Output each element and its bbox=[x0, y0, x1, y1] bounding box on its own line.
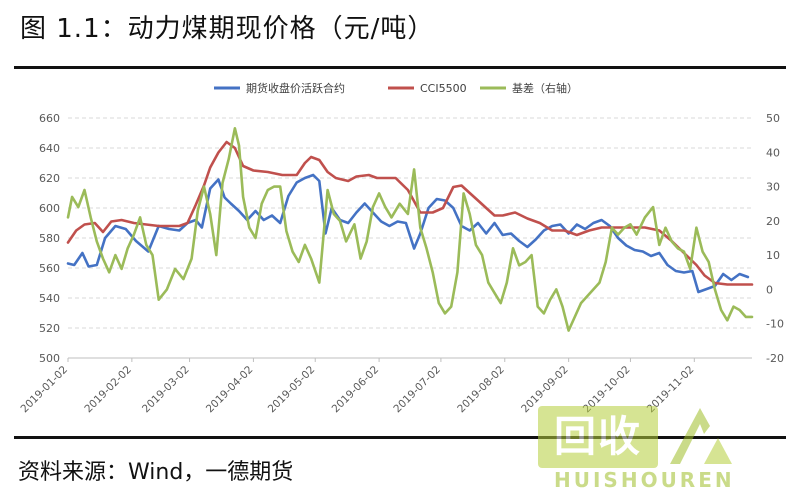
y-tick-label-left: 640 bbox=[39, 142, 60, 155]
price-chart: 期货收盘价活跃合约 CCI5500 基差（右轴） 50052054056058060… bbox=[18, 81, 784, 416]
series-line-3 bbox=[66, 127, 754, 332]
source-note: 资料来源：Wind，一德期货 bbox=[18, 460, 294, 485]
x-tick-label: 2019-10-02 bbox=[581, 364, 633, 416]
x-tick-label: 2019-04-02 bbox=[204, 364, 256, 416]
x-tick-label: 2019-05-02 bbox=[266, 364, 318, 416]
legend: 期货收盘价活跃合约 CCI5500 基差（右轴） bbox=[214, 81, 578, 95]
figure-title: 图 1.1：动力煤期现价格（元/吨） bbox=[20, 14, 435, 44]
watermark-en-text: HUISHOUREN bbox=[554, 468, 735, 492]
bottom-rule bbox=[14, 436, 786, 439]
y-tick-label-left: 580 bbox=[39, 232, 60, 245]
legend-label: CCI5500 bbox=[420, 82, 467, 95]
x-tick-label: 2019-09-02 bbox=[519, 364, 571, 416]
legend-label: 基差（右轴） bbox=[512, 81, 578, 95]
top-rule bbox=[14, 66, 786, 69]
y-tick-label-right: 0 bbox=[766, 283, 773, 296]
y-tick-label-left: 500 bbox=[39, 352, 60, 365]
x-tick-label: 2019-08-02 bbox=[455, 364, 507, 416]
x-tick-label: 2019-07-02 bbox=[391, 364, 443, 416]
y-tick-label-left: 660 bbox=[39, 112, 60, 125]
x-tick-label: 2019-11-02 bbox=[645, 364, 697, 416]
x-axis: 2019-01-02 2019-02-02 2019-03-02 2019-04-02… bbox=[18, 357, 752, 416]
series-line-1 bbox=[66, 173, 750, 294]
x-tick-label: 2019-03-02 bbox=[140, 364, 192, 416]
y-tick-label-right: 30 bbox=[766, 181, 780, 194]
x-tick-label: 2019-01-02 bbox=[18, 364, 70, 416]
left-y-axis: 500 520 540 560 580 600 620 640 660 bbox=[39, 112, 60, 365]
y-tick-label-right: -20 bbox=[766, 352, 784, 365]
y-tick-label-left: 520 bbox=[39, 322, 60, 335]
y-tick-label-right: -10 bbox=[766, 318, 784, 331]
y-tick-label-left: 540 bbox=[39, 292, 60, 305]
right-y-axis: -20 -10 0 10 20 30 40 50 bbox=[766, 112, 784, 365]
y-tick-label-left: 620 bbox=[39, 172, 60, 185]
y-tick-label-left: 600 bbox=[39, 202, 60, 215]
x-tick-label: 2019-02-02 bbox=[82, 364, 134, 416]
y-tick-label-right: 40 bbox=[766, 146, 780, 159]
y-tick-label-left: 560 bbox=[39, 262, 60, 275]
series-lines bbox=[66, 127, 754, 332]
y-tick-label-right: 20 bbox=[766, 215, 780, 228]
x-tick-label: 2019-06-02 bbox=[330, 364, 382, 416]
y-tick-label-right: 50 bbox=[766, 112, 780, 125]
y-tick-label-right: 10 bbox=[766, 249, 780, 262]
legend-label: 期货收盘价活跃合约 bbox=[246, 81, 345, 95]
